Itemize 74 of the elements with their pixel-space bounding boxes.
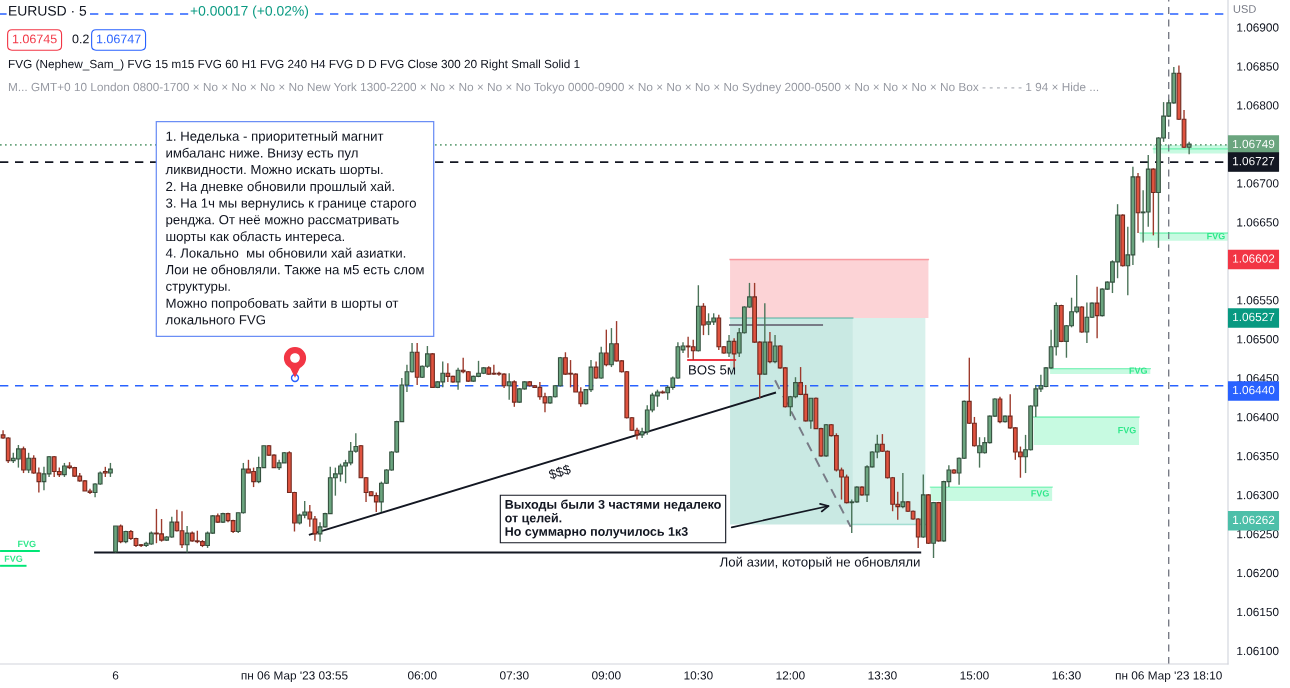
candlestick xyxy=(767,331,773,364)
y-tick-label: 1.06200 xyxy=(1237,568,1279,578)
series-label: FVG xyxy=(1031,490,1049,497)
y-tick-label: 1.06550 xyxy=(1237,296,1279,305)
candlestick xyxy=(772,334,778,364)
y-tick-label: 1.06700 xyxy=(1237,179,1279,188)
y-tick-label: 1.06300 xyxy=(1237,490,1279,500)
candlestick xyxy=(1150,167,1156,237)
candlestick xyxy=(808,397,814,430)
candlestick xyxy=(603,328,609,367)
candlestick xyxy=(1094,286,1100,339)
candlestick xyxy=(997,395,1003,424)
candlestick xyxy=(726,334,732,358)
y-tick-label: 1.06900 xyxy=(1237,23,1279,32)
x-tick-label: 16:30 xyxy=(1052,671,1081,680)
candlestick xyxy=(506,372,512,401)
candlestick xyxy=(445,362,451,383)
candlestick xyxy=(900,472,906,509)
y-tick-label: 1.06100 xyxy=(1237,646,1279,656)
x-tick-label: пн 06 Мар '23 03:55 xyxy=(241,671,348,682)
y-tick-label: 1.06450 xyxy=(1237,374,1279,383)
y-tick-label: 1.06350 xyxy=(1237,451,1279,461)
ref-line-label: 1.06749 xyxy=(1233,139,1275,149)
x-tick-label: 06:00 xyxy=(407,671,437,680)
y-tick-label: 1.06850 xyxy=(1237,62,1279,71)
ref-line-label: 1.06727 xyxy=(1233,156,1275,166)
x-tick-label: 6 xyxy=(112,671,119,680)
annotation: 1.06747 xyxy=(96,34,141,44)
candlestick xyxy=(511,379,517,408)
annotation: +0.00017 (+0.02%) xyxy=(190,5,309,19)
candlestick xyxy=(1186,141,1192,156)
series-label: FVG xyxy=(18,540,36,548)
x-tick-label: 07:30 xyxy=(500,671,529,680)
series-label: FVG xyxy=(4,555,23,562)
annotation: Лой азии, который не обновляли xyxy=(719,556,920,570)
annotation: Выходы были 3 частями недалеко от целей. Но суммарно получилось 1к3 xyxy=(505,499,721,539)
x-tick-label: 13:30 xyxy=(868,671,897,680)
series-label: FVG xyxy=(1129,367,1147,374)
x-tick-label: 15:00 xyxy=(960,671,989,680)
x-tick-label: 09:00 xyxy=(592,671,621,680)
candlestick xyxy=(184,525,190,554)
candlestick xyxy=(26,452,32,474)
series-label: FVG xyxy=(1207,232,1225,240)
candlestick xyxy=(21,445,26,474)
text: 1.06602 xyxy=(1233,254,1275,263)
annotation: $$$ xyxy=(547,463,572,481)
annotation: BOS 5м xyxy=(689,365,736,375)
annotation: FVG (Nephew_Sam_) FVG 15 m15 FVG 60 H1 FVG 240 H4 FVG D D FVG Close 300 20 Right Small Solid 1 xyxy=(8,59,580,71)
annotation: M... GMT+0 10 London 0800-1700 × No × No × No × No New York 1300-2200 × No × No × No × No Tokyo 0000-0900 × No × No × No × No Sydney 2000-0500 × No × No × No × No Box - - - - - - 1 94 × Hide ... xyxy=(8,82,1099,94)
y-tick-label: 1.06650 xyxy=(1237,218,1279,227)
annotation: 0.2 xyxy=(72,34,89,44)
candlestick xyxy=(373,491,379,513)
y-tick-label: 1.06800 xyxy=(1237,101,1279,110)
y-tick-label: 1.06250 xyxy=(1237,529,1279,539)
x-tick-label: 12:00 xyxy=(776,671,805,680)
candlestick xyxy=(455,367,461,391)
x-tick-label: 10:30 xyxy=(684,671,713,680)
series-label: FVG xyxy=(1118,427,1136,434)
ref-line-label: 1.06440 xyxy=(1233,385,1275,395)
candlestick xyxy=(690,339,696,361)
candlestick xyxy=(701,302,706,336)
annotation: 1.06745 xyxy=(12,34,57,44)
y-tick-label: 1.06150 xyxy=(1237,607,1279,617)
text: 1.06527 xyxy=(1233,312,1275,322)
y-axis-title: USD xyxy=(1233,5,1256,13)
y-tick-label: 1.06400 xyxy=(1237,412,1279,422)
annotation: EURUSD · 5 xyxy=(9,5,87,16)
text: 1. Неделька - приоритетный магнит имбаланс ниже. Внизу есть пул ликвидности. Можно искать шорты. 2. На дневке обновили прошлый хай. 3. На 1ч мы вернулись к границе старого ренджа. От неё можно рассматривать шорты как область интереса. 4. Локально мы обновили хай азиатки. Лои не обновляли. Также на м5 есть слом структуры. Можно попробовать зайти в шорты от локального FVG xyxy=(165,130,424,325)
candlestick xyxy=(118,523,124,544)
text: 1.06262 xyxy=(1233,515,1275,525)
y-tick-label: 1.06500 xyxy=(1237,335,1279,344)
x-tick-label: пн 06 Мар '23 18:10 xyxy=(1115,671,1222,682)
candlestick xyxy=(609,327,614,368)
candlestick xyxy=(5,436,11,464)
